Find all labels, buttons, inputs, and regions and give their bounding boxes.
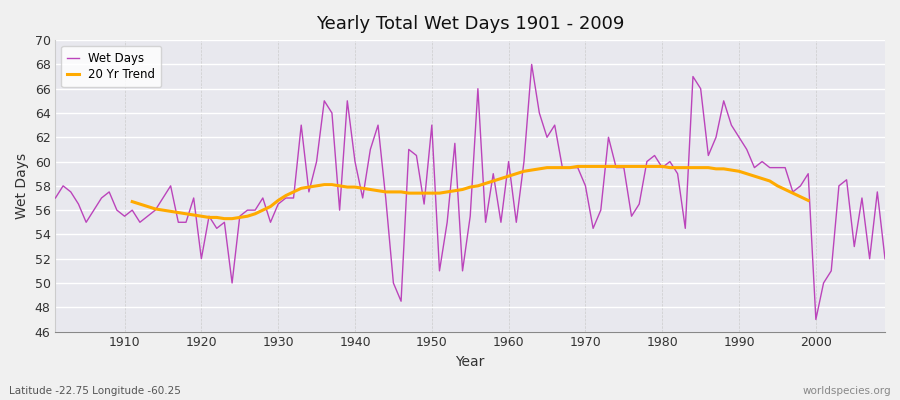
- Wet Days: [879, 256, 890, 261]
- Wet Days: [503, 159, 514, 164]
- 20 Yr Trend: [481, 181, 491, 186]
- 20 Yr Trend: [196, 214, 207, 219]
- Title: Yearly Total Wet Days 1901 - 2009: Yearly Total Wet Days 1901 - 2009: [316, 15, 625, 33]
- 20 Yr Trend: [396, 190, 407, 194]
- 20 Yr Trend: [803, 198, 814, 203]
- Text: Latitude -22.75 Longitude -60.25: Latitude -22.75 Longitude -60.25: [9, 386, 181, 396]
- Line: Wet Days: Wet Days: [56, 64, 885, 320]
- Wet Days: [811, 317, 822, 322]
- 20 Yr Trend: [212, 215, 222, 220]
- 20 Yr Trend: [742, 171, 752, 176]
- Wet Days: [112, 208, 122, 212]
- Legend: Wet Days, 20 Yr Trend: Wet Days, 20 Yr Trend: [61, 46, 161, 87]
- 20 Yr Trend: [572, 164, 583, 169]
- Text: worldspecies.org: worldspecies.org: [803, 386, 891, 396]
- Wet Days: [327, 110, 338, 115]
- Line: 20 Yr Trend: 20 Yr Trend: [132, 166, 808, 219]
- 20 Yr Trend: [219, 216, 230, 221]
- 20 Yr Trend: [273, 198, 284, 203]
- Wet Days: [281, 196, 292, 200]
- Y-axis label: Wet Days: Wet Days: [15, 153, 29, 219]
- X-axis label: Year: Year: [455, 355, 485, 369]
- 20 Yr Trend: [127, 199, 138, 204]
- Wet Days: [603, 135, 614, 140]
- Wet Days: [50, 196, 61, 200]
- Wet Days: [496, 220, 507, 225]
- Wet Days: [526, 62, 537, 67]
